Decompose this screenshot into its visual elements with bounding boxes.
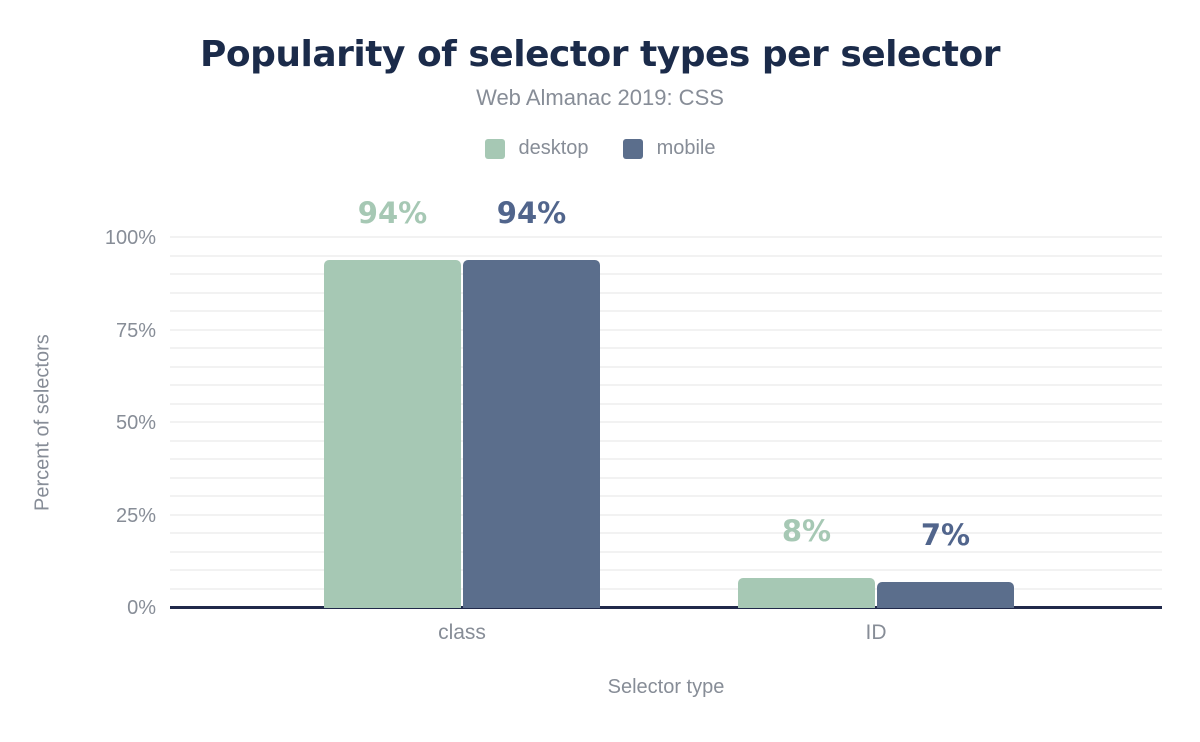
bar-mobile-class[interactable] bbox=[463, 260, 600, 608]
x-axis-line bbox=[170, 606, 1162, 609]
chart-subtitle: Web Almanac 2019: CSS bbox=[476, 85, 724, 110]
value-label-desktop-ID: 8% bbox=[781, 514, 832, 549]
gridline bbox=[170, 513, 1162, 516]
legend-item-desktop: desktop bbox=[484, 137, 589, 160]
legend-label-desktop: desktop bbox=[518, 137, 589, 159]
legend-item-mobile: mobile bbox=[622, 137, 716, 160]
gridline bbox=[170, 254, 1162, 257]
legend-swatch-mobile bbox=[622, 138, 643, 159]
gridline bbox=[170, 365, 1162, 368]
x-axis-title: Selector type bbox=[607, 676, 725, 698]
gridline bbox=[170, 402, 1162, 405]
gridline bbox=[170, 569, 1162, 571]
bar-mobile-ID[interactable] bbox=[877, 582, 1014, 608]
gridline bbox=[170, 310, 1162, 312]
y-tick-label: 75% bbox=[115, 319, 156, 342]
gridline bbox=[170, 328, 1162, 331]
gridline bbox=[170, 347, 1162, 349]
value-label-mobile-class: 94% bbox=[496, 196, 567, 231]
plot-area: 0% 25% 50% 75% 100% class 94% 94% ID 8% 7% bbox=[105, 198, 1162, 644]
legend-label-mobile: mobile bbox=[656, 137, 716, 159]
gridline bbox=[170, 384, 1162, 386]
legend-swatch-desktop bbox=[484, 138, 505, 159]
chart-title: Popularity of selector types per selecto… bbox=[200, 34, 1000, 75]
gridline bbox=[170, 291, 1162, 294]
gridline bbox=[170, 495, 1162, 497]
x-category-label-class: class bbox=[438, 621, 486, 644]
value-label-desktop-class: 94% bbox=[357, 196, 428, 231]
x-category-label-ID: ID bbox=[865, 621, 887, 644]
gridline bbox=[170, 476, 1162, 479]
value-label-mobile-ID: 7% bbox=[920, 518, 971, 553]
y-tick-label: 0% bbox=[127, 597, 156, 619]
gridline bbox=[170, 439, 1162, 442]
gridline bbox=[170, 532, 1162, 534]
y-tick-label: 25% bbox=[115, 504, 156, 527]
y-tick-label: 100% bbox=[104, 227, 156, 249]
gridline bbox=[170, 587, 1162, 590]
legend: desktop mobile bbox=[0, 137, 1200, 160]
gridline bbox=[170, 550, 1162, 553]
y-axis-title: Percent of selectors bbox=[31, 334, 54, 512]
bar-desktop-class[interactable] bbox=[324, 260, 461, 608]
bar-desktop-ID[interactable] bbox=[738, 578, 875, 608]
gridline bbox=[170, 421, 1162, 423]
y-tick-label: 50% bbox=[115, 412, 156, 434]
gridline bbox=[170, 236, 1162, 238]
gridline bbox=[170, 458, 1162, 460]
gridline bbox=[170, 273, 1162, 275]
